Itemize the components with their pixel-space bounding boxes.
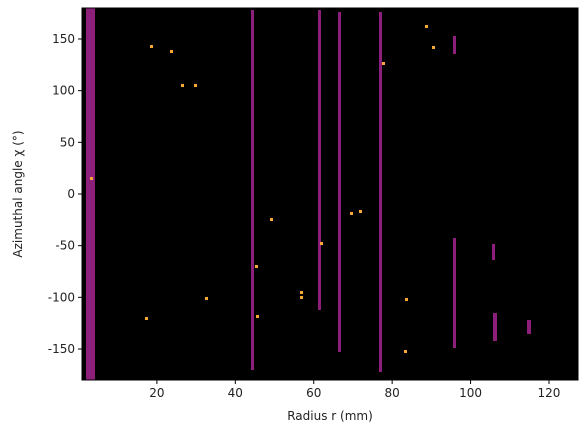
speckle <box>300 291 303 294</box>
streak <box>379 12 382 372</box>
speckle <box>405 298 408 301</box>
speckle <box>359 210 362 213</box>
y-tick-label: 50 <box>60 135 75 149</box>
y-tick-label: -150 <box>48 342 75 356</box>
speckle <box>170 50 173 53</box>
x-tick-label: 100 <box>459 386 482 400</box>
streak <box>318 10 321 310</box>
speckle <box>320 242 323 245</box>
x-axis-label: Radius r (mm) <box>287 409 373 423</box>
speckle <box>150 45 153 48</box>
speckle <box>194 84 197 87</box>
speckle <box>270 218 273 221</box>
speckle <box>205 297 208 300</box>
streak <box>251 10 254 370</box>
streak <box>338 12 341 352</box>
streak <box>453 238 456 348</box>
x-tick-label: 60 <box>306 386 321 400</box>
streak <box>86 8 95 380</box>
speckle <box>255 265 258 268</box>
x-tick-label: 20 <box>149 386 164 400</box>
speckle <box>300 296 303 299</box>
y-axis-label: Azimuthal angle χ (°) <box>11 130 25 257</box>
streak <box>492 244 495 260</box>
x-tick-label: 80 <box>385 386 400 400</box>
y-tick-label: -50 <box>55 239 75 253</box>
x-tick-label: 40 <box>228 386 243 400</box>
speckle <box>181 84 184 87</box>
speckle <box>256 315 259 318</box>
x-tick-label: 120 <box>538 386 561 400</box>
speckle <box>382 62 385 65</box>
plot-area <box>82 8 578 380</box>
y-tick-label: -100 <box>48 290 75 304</box>
streak <box>453 36 456 54</box>
y-tick-label: 150 <box>52 32 75 46</box>
y-tick-label: 100 <box>52 84 75 98</box>
speckle <box>350 212 353 215</box>
speckle <box>425 25 428 28</box>
streak <box>493 313 497 341</box>
speckle <box>90 177 93 180</box>
y-tick-label: 0 <box>67 187 75 201</box>
speckle <box>145 317 148 320</box>
image-background <box>82 8 578 380</box>
speckle <box>404 350 407 353</box>
speckle <box>432 46 435 49</box>
streak <box>527 320 531 334</box>
